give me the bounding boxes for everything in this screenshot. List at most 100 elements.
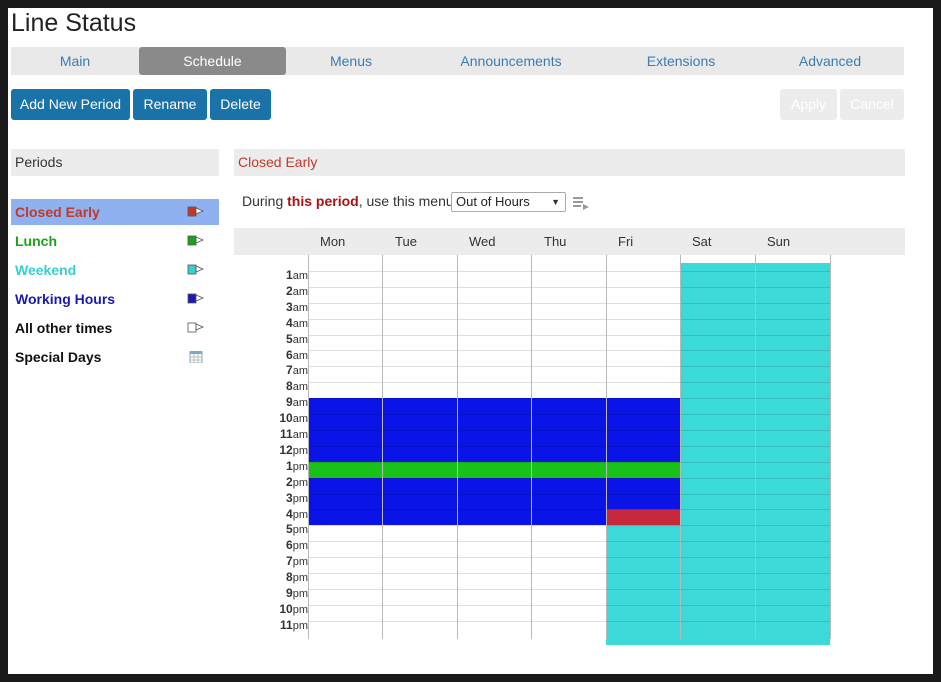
working-hours-block[interactable]: [606, 398, 680, 462]
list-arrow-icon[interactable]: [572, 195, 590, 211]
flag-green-icon: [187, 235, 205, 246]
day-label: Tue: [395, 234, 417, 249]
period-item[interactable]: Closed Early: [11, 199, 219, 225]
cancel-button[interactable]: Cancel: [840, 89, 904, 120]
add-new-period-button[interactable]: Add New Period: [11, 89, 130, 120]
rename-button[interactable]: Rename: [133, 89, 207, 120]
nav-tabs: Main Schedule Menus Announcements Extens…: [11, 47, 904, 75]
hour-label: 8am: [286, 379, 308, 394]
day-gridline: [830, 255, 831, 639]
hour-label: 3pm: [286, 490, 308, 505]
flag-red-icon: [187, 206, 205, 217]
weekend-block[interactable]: [606, 525, 680, 645]
hour-label: 7am: [286, 363, 308, 378]
closed-early-block[interactable]: [606, 509, 680, 526]
hour-label: 1am: [286, 268, 308, 282]
hour-label: 5am: [286, 331, 308, 346]
hour-gridline: [308, 366, 830, 368]
tab-announcements[interactable]: Announcements: [460, 53, 562, 69]
period-item[interactable]: Working Hours: [11, 286, 219, 312]
period-item[interactable]: Weekend: [11, 257, 219, 283]
hour-gridline: [308, 525, 830, 527]
hour-gridline: [308, 286, 830, 288]
period-item[interactable]: Special Days: [11, 344, 219, 370]
flag-blue-icon: [187, 293, 205, 304]
period-label: All other times: [15, 320, 113, 336]
hour-gridline: [308, 318, 830, 320]
hour-gridline: [308, 350, 830, 352]
hour-gridline: [308, 557, 830, 559]
day-label: Thu: [544, 234, 567, 249]
hour-label: 6am: [286, 347, 308, 362]
menu-prefix: During: [242, 193, 288, 209]
period-title: Closed Early: [234, 149, 905, 176]
day-gridline: [457, 255, 458, 639]
lunch-block[interactable]: [606, 461, 680, 478]
day-label: Sun: [767, 234, 791, 249]
period-item[interactable]: Lunch: [11, 228, 219, 254]
hour-gridline: [308, 429, 830, 431]
menu-highlight: this period: [287, 193, 359, 209]
hour-label: 10pm: [279, 601, 308, 616]
hour-gridline: [308, 334, 830, 336]
menu-select[interactable]: Out of Hours ▼: [451, 192, 566, 212]
hour-gridline: [308, 461, 830, 463]
menu-suffix: , use this menu:: [358, 193, 458, 209]
day-gridline: [531, 255, 532, 639]
delete-button[interactable]: Delete: [210, 89, 271, 120]
period-label: Working Hours: [15, 291, 116, 307]
apply-button[interactable]: Apply: [780, 89, 837, 120]
period-label: Weekend: [15, 262, 77, 278]
hour-label: 5pm: [286, 522, 308, 537]
tab-extensions[interactable]: Extensions: [646, 53, 716, 69]
hour-gridline: [308, 493, 830, 495]
period-label: Special Days: [15, 349, 102, 365]
hour-gridline: [308, 604, 830, 606]
day-gridline: [308, 255, 309, 639]
hour-gridline: [308, 573, 830, 574]
hour-gridline: [308, 270, 830, 272]
menu-sentence: During this period, use this menu:: [242, 193, 458, 209]
hour-gridline: [308, 477, 830, 479]
hour-label: 6pm: [286, 538, 308, 553]
period-item[interactable]: All other times: [11, 315, 219, 341]
tab-schedule[interactable]: Schedule: [139, 47, 286, 75]
hour-label: 12pm: [279, 442, 308, 457]
hour-gridline: [308, 445, 830, 447]
working-hours-block[interactable]: [606, 477, 680, 510]
hour-gridline: [308, 398, 830, 400]
day-gridline: [755, 255, 756, 639]
schedule-grid[interactable]: [308, 255, 830, 645]
day-label: Fri: [618, 234, 634, 249]
hour-label: 2am: [286, 283, 308, 298]
period-label: Lunch: [15, 233, 57, 249]
hour-gridline: [308, 541, 830, 543]
period-label: Closed Early: [15, 204, 100, 220]
tab-advanced[interactable]: Advanced: [798, 53, 862, 69]
calendar-icon: [189, 351, 203, 363]
tab-menus[interactable]: Menus: [329, 53, 373, 69]
periods-header: Periods: [11, 149, 219, 176]
hour-label: 7pm: [286, 554, 308, 569]
hour-label: 10am: [279, 411, 308, 426]
hour-label: 1pm: [286, 458, 308, 473]
page-title: Line Status: [11, 9, 137, 37]
hour-gridline: [308, 414, 830, 415]
tab-main[interactable]: Main: [59, 53, 91, 69]
hour-gridline: [308, 620, 830, 622]
menu-select-value: Out of Hours: [456, 194, 530, 209]
flag-cyan-icon: [187, 264, 205, 275]
day-label: Mon: [320, 234, 346, 249]
hour-label: 4am: [286, 315, 308, 330]
day-label: Wed: [469, 234, 496, 249]
chevron-down-icon: ▼: [551, 197, 560, 207]
hour-gridline: [308, 588, 830, 590]
hour-label: 3am: [286, 299, 308, 314]
day-gridline: [606, 255, 607, 639]
hour-label: 8pm: [286, 570, 308, 585]
hour-label: 4pm: [286, 506, 308, 521]
day-gridline: [680, 255, 681, 639]
hour-gridline: [308, 302, 830, 304]
hour-label: 2pm: [286, 474, 308, 489]
hour-label: 11pm: [280, 617, 308, 632]
